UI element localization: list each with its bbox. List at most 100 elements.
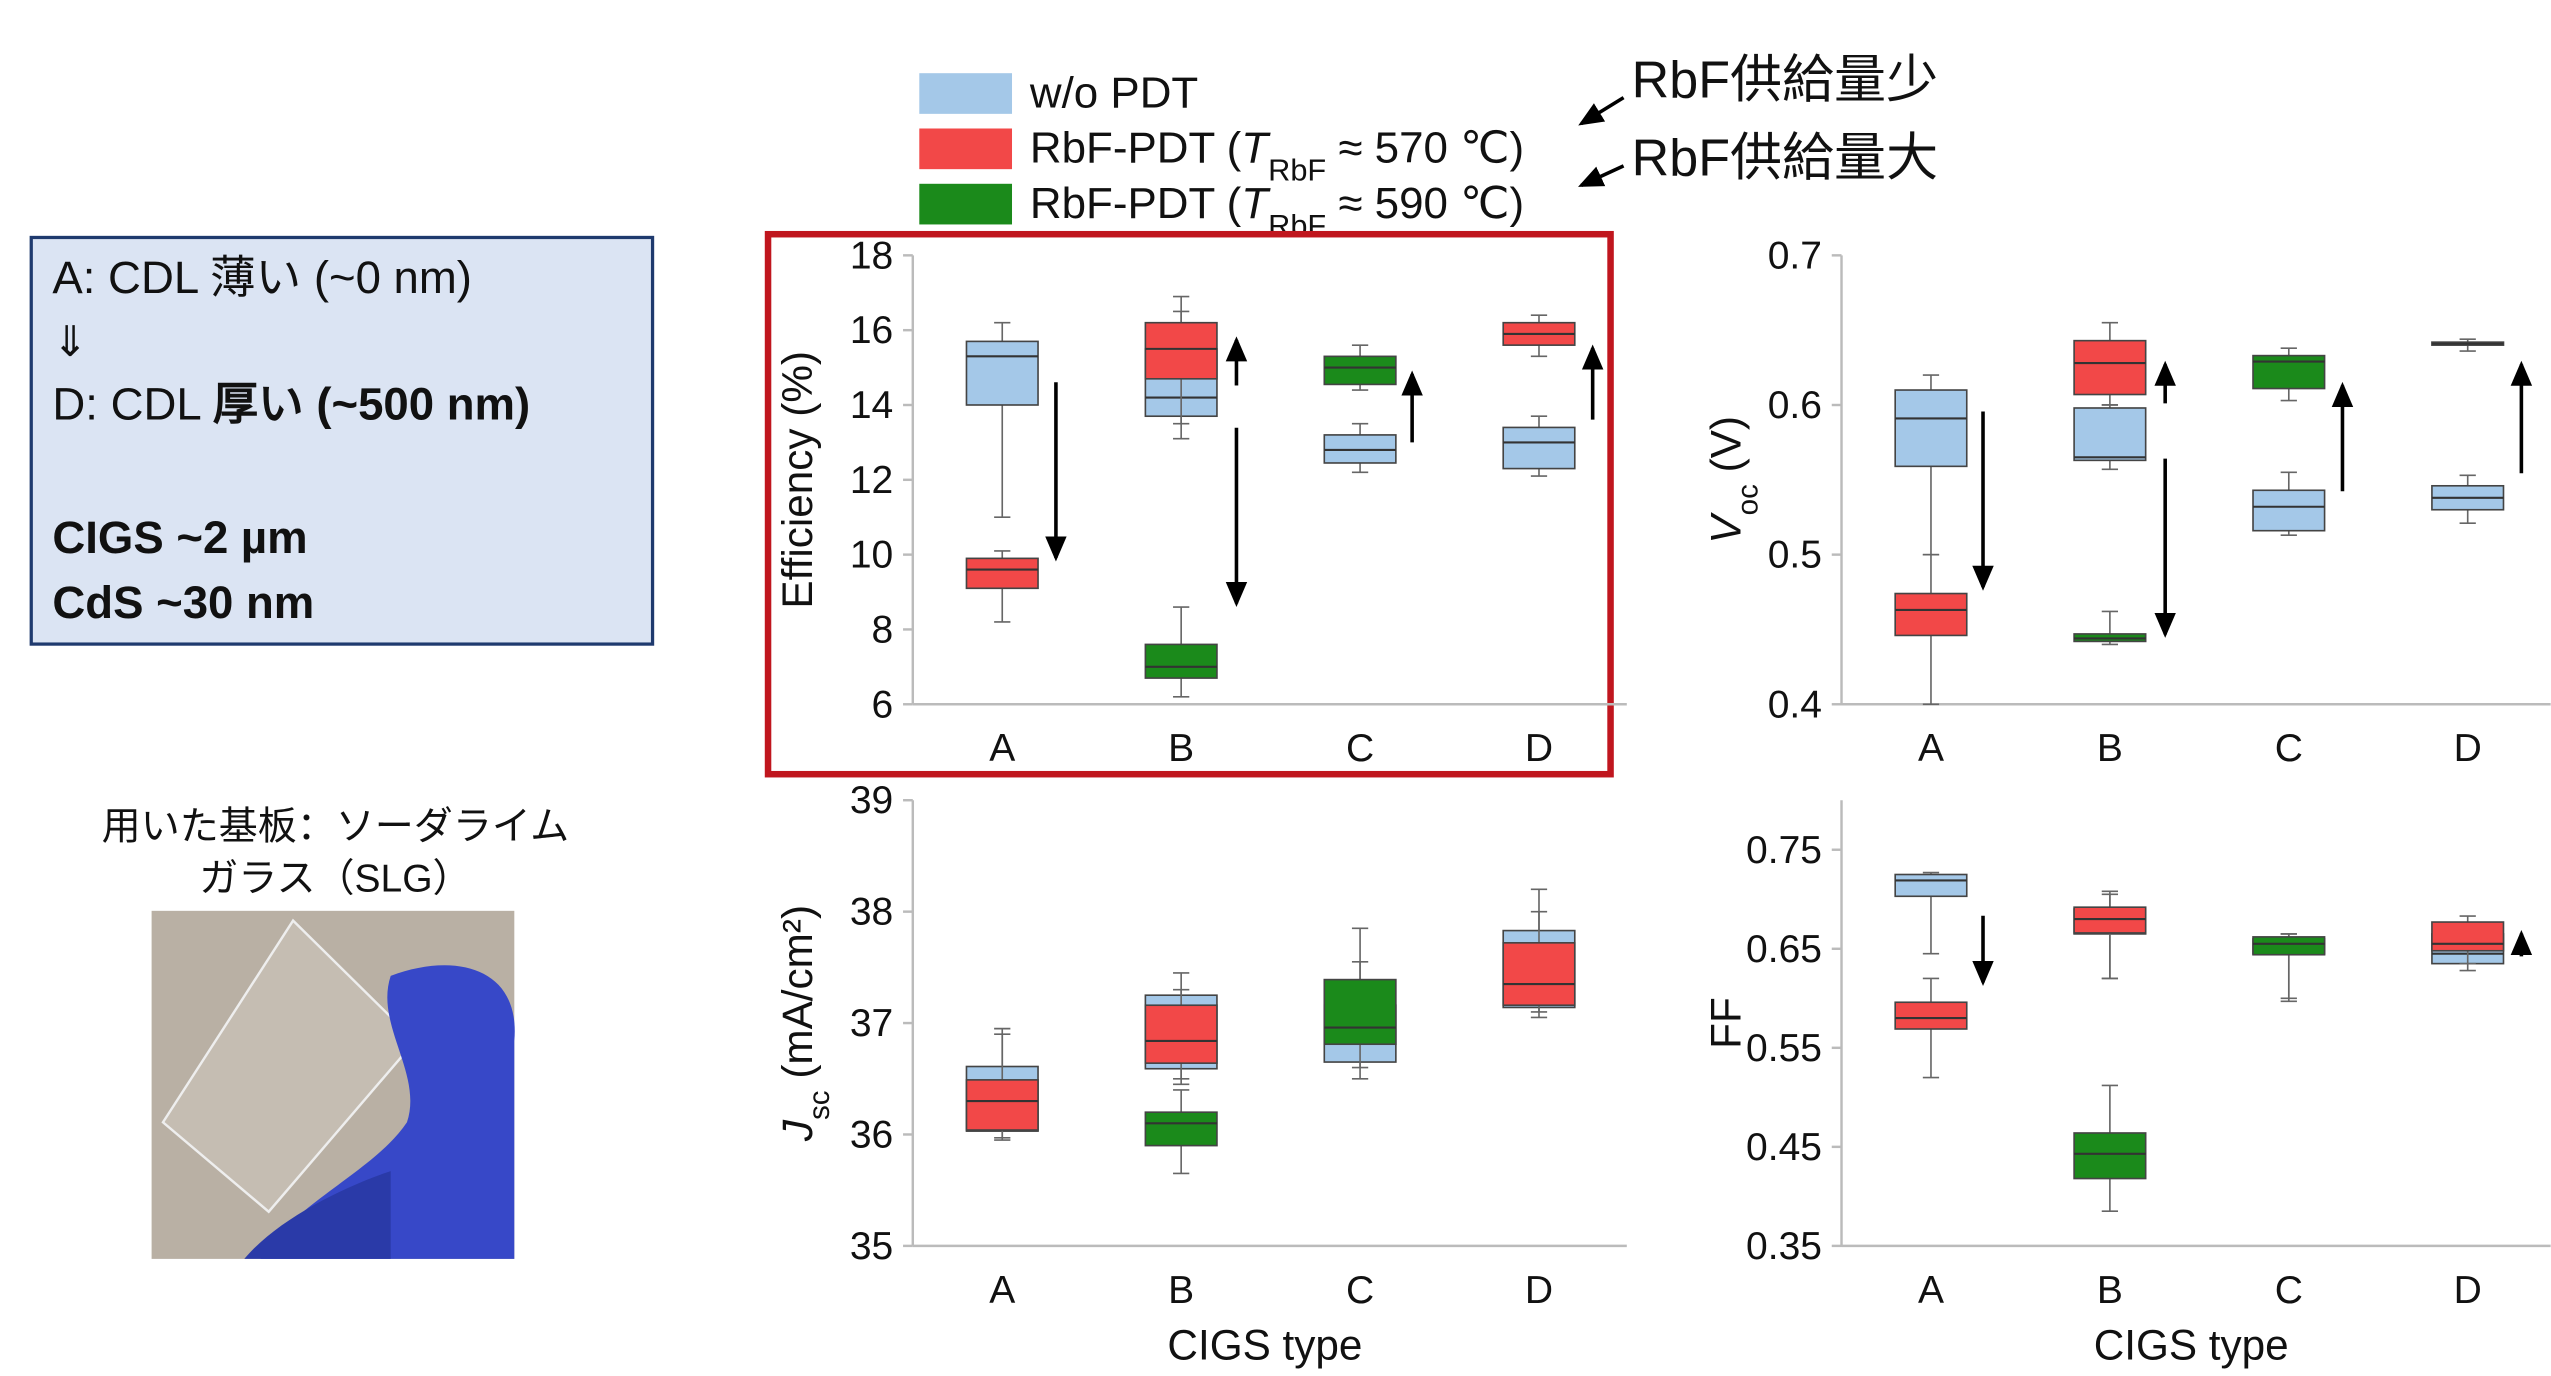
y-tick-label: 39 [850,779,893,822]
label-part: T [1241,179,1271,228]
box [1323,355,1397,386]
box [1894,389,1968,468]
label-part: ≈ 570 ℃) [1326,124,1524,173]
subscript: oc [1731,484,1764,515]
x-tick-label: D [2454,727,2482,770]
y-tick-label: 18 [850,234,893,277]
y-axis-label: Voc (V) [1703,416,1765,544]
x-tick-label: B [1168,1269,1194,1312]
highlight-frame [764,230,1614,778]
legend-label: w/o PDT [1029,68,1198,117]
y-axis-label: FF [1703,997,1750,1049]
label-part: V [1703,512,1750,544]
x-tick-label: D [2454,1269,2482,1312]
photo [151,910,515,1259]
trend-arrows [1045,336,2533,986]
info-line: A: CDL 薄い (~0 nm) [52,252,472,303]
label-part: ≈ 590 ℃) [1326,179,1524,228]
x-axis-label: CIGS type [2094,1322,2289,1369]
x-tick-label: C [2275,1269,2303,1312]
label-part: RbF-PDT ( [1030,179,1242,228]
y-tick-label: 0.5 [1768,534,1822,577]
label-part: (V) [1703,416,1750,484]
label-part: RbF-PDT ( [1030,124,1242,173]
annotation-arrow [1578,164,1625,188]
x-tick-label: C [1346,1269,1374,1312]
info-box [29,235,655,646]
y-tick-label: 0.75 [1746,829,1822,872]
legend-label: RbF-PDT (TRbF ≈ 590 ℃) [1030,179,1524,242]
info-line: CdS ~30 nm [52,577,314,628]
box [2252,489,2326,532]
info-text: D: CDL [52,379,212,430]
x-tick-label: C [1346,727,1374,770]
info-bold: 厚い (~500 nm) [213,379,531,430]
y-tick-label: 35 [850,1225,893,1268]
y-tick-label: 0.45 [1746,1126,1822,1169]
label-part: (mA/cm²) [774,905,821,1090]
label-part: FF [1703,997,1750,1049]
box [1144,643,1218,679]
y-axis-label: Jsc (mA/cm²) [774,905,836,1142]
panels: 6 8 10 12 14 16 18 A B C D Efficiency (%) 0.4 0.5 0.6 0… [774,234,2551,1369]
y-tick-label: 6 [872,683,894,726]
box [1894,1001,1968,1030]
box [1894,592,1968,637]
legend-label: RbF-PDT (TRbF ≈ 570 ℃) [1030,124,1524,188]
box [1144,1004,1218,1064]
box [1144,1111,1218,1147]
y-tick-label: 38 [850,891,893,934]
photo-caption: ガラス（SLG） [199,857,471,900]
x-tick-label: D [1525,727,1553,770]
box [965,557,1039,590]
info-line: D: CDL 厚い (~500 nm) [52,379,530,430]
legend-swatch [919,128,1013,170]
x-tick-label: B [1168,727,1194,770]
box [2073,339,2147,396]
label-part: T [1241,124,1271,173]
x-tick-label: C [2275,727,2303,770]
box [1323,978,1397,1046]
y-tick-label: 0.35 [1746,1225,1822,1268]
info-line: ⇓ [52,318,87,365]
y-tick-label: 37 [850,1002,893,1045]
y-axis-label: Efficiency (%) [774,351,821,609]
subscript: RbF [1268,152,1326,187]
label-part: J [774,1119,821,1142]
x-tick-label: B [2097,1269,2123,1312]
annotation: RbF供給量大 [1632,130,1938,188]
box [1502,942,1576,1007]
y-tick-label: 0.4 [1768,683,1822,726]
legend-swatch [919,183,1013,225]
y-tick-label: 0.55 [1746,1027,1822,1070]
box [2431,921,2505,952]
y-tick-label: 8 [872,608,894,651]
legend-swatch [919,73,1013,114]
x-tick-label: A [989,727,1015,770]
photo-caption: 用いた基板：ソーダライム [102,805,569,848]
y-tick-label: 12 [850,459,893,502]
y-tick-label: 0.7 [1768,234,1822,277]
x-tick-label: A [1918,1269,1944,1312]
x-tick-label: A [1918,727,1944,770]
x-tick-label: D [1525,1269,1553,1312]
box [1502,426,1576,470]
x-tick-label: B [2097,727,2123,770]
x-axis-label: CIGS type [1167,1322,1362,1369]
box [2073,407,2147,462]
box [965,1079,1039,1131]
box [2073,1132,2147,1180]
x-tick-label: A [989,1269,1015,1312]
annotation-arrow [1578,96,1625,126]
y-tick-label: 14 [850,384,893,427]
info-line: CIGS ~2 µm [52,512,307,563]
box [1144,321,1218,380]
box [965,340,1039,406]
y-tick-label: 10 [850,534,893,577]
label-part: w/o PDT [1029,68,1198,117]
box [1894,873,1968,898]
y-tick-label: 16 [850,309,893,352]
annotation: RbF供給量少 [1632,52,1938,110]
label-part: Efficiency (%) [774,351,821,609]
